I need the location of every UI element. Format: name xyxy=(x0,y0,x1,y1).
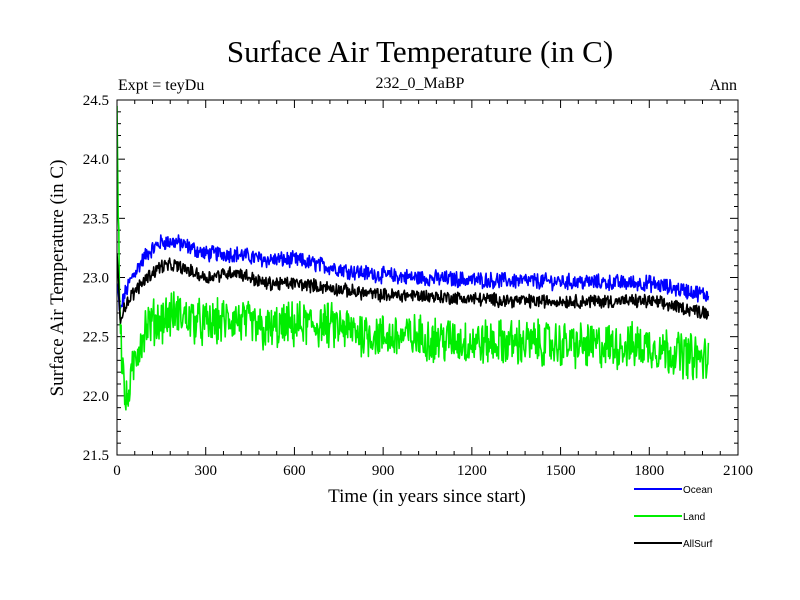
experiment-label: Expt = teyDu xyxy=(118,77,204,94)
legend-label-allsurf: AllSurf xyxy=(683,539,713,550)
x-tick-label: 900 xyxy=(372,463,395,479)
x-tick-label: 0 xyxy=(113,463,121,479)
chart-title: Surface Air Temperature (in C) xyxy=(227,34,613,69)
y-axis-label: Surface Air Temperature (in C) xyxy=(47,160,68,397)
season-label: Ann xyxy=(709,77,737,94)
x-tick-label: 2100 xyxy=(723,463,753,479)
plot-frame xyxy=(116,99,739,456)
y-tick-label: 24.5 xyxy=(83,93,109,109)
x-tick-label: 1200 xyxy=(457,463,487,479)
series-line-ocean xyxy=(117,234,710,311)
series-line-land xyxy=(117,105,710,411)
x-tick-label: 300 xyxy=(194,463,217,479)
x-tick-label: 1800 xyxy=(634,463,664,479)
y-tick-label: 22.5 xyxy=(83,330,109,346)
series-layer xyxy=(117,105,710,411)
y-tick-label: 21.5 xyxy=(83,448,109,464)
y-tick-label: 23.0 xyxy=(83,271,109,287)
legend-label-ocean: Ocean xyxy=(683,485,712,496)
x-tick-label: 1500 xyxy=(546,463,576,479)
y-tick-label: 22.0 xyxy=(83,389,109,405)
y-tick-label: 23.5 xyxy=(83,211,109,227)
x-tick-label: 600 xyxy=(283,463,306,479)
x-axis-ticks: 0 300 600 900 1200 1500 1800 2100 xyxy=(113,100,753,479)
y-axis-ticks: 21.5 22.0 22.5 23.0 23.5 24.0 24.5 xyxy=(83,93,738,464)
legend: Ocean Land AllSurf xyxy=(634,485,713,550)
y-tick-label: 24.0 xyxy=(83,152,109,168)
series-line-allsurf xyxy=(117,253,710,324)
chart-subtitle: 232_0_MaBP xyxy=(376,75,465,92)
x-axis-label: Time (in years since start) xyxy=(328,486,526,507)
legend-label-land: Land xyxy=(683,512,705,523)
